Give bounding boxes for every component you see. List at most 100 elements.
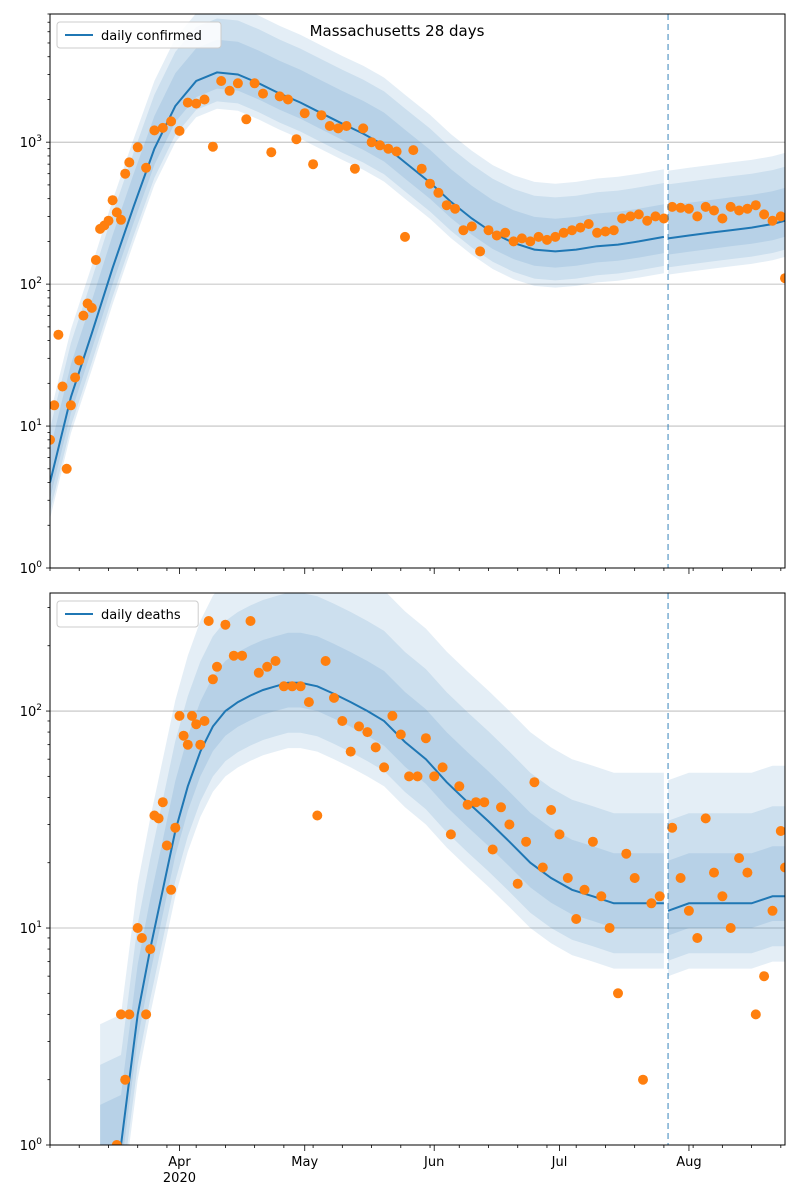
data-point [675,202,686,213]
data-point [479,797,490,808]
data-point [124,157,135,168]
data-point [558,227,569,238]
data-point [324,121,335,131]
data-point [571,914,582,924]
data-point [667,822,678,833]
data-point [53,329,64,340]
data-point [683,203,694,214]
data-point [717,213,728,224]
data-point [141,1009,152,1020]
confidence-band [668,806,785,961]
data-point [174,710,185,721]
x-tick-label: Aug [676,1155,701,1170]
data-point [750,1009,761,1020]
data-point [299,108,310,119]
data-point [166,116,177,127]
data-point [90,255,101,265]
data-point [416,163,427,174]
data-point [212,661,222,672]
y-tick-label: 102 [20,703,42,720]
data-point [759,971,770,982]
data-point [458,225,469,236]
data-point [629,873,640,883]
confidence-band [668,765,785,977]
x-tick-label: Jul [551,1155,568,1170]
data-point [366,137,377,148]
y-tick-label: 101 [20,418,42,435]
series-line [667,895,785,912]
data-point [504,819,515,830]
data-point [554,829,565,840]
data-point [270,656,281,666]
data-point [329,692,339,703]
plot-area [50,14,785,519]
x-tick-label: May [291,1155,318,1170]
data-point [258,88,268,99]
data-point [608,225,619,236]
y-tick-label: 101 [20,920,42,937]
data-point [613,988,623,999]
data-point [103,215,114,226]
data-point [266,147,277,158]
data-point [349,163,360,174]
data-point [303,697,314,708]
data-point [471,797,481,808]
legend-box [56,600,199,628]
data-point [521,836,532,847]
data-point [742,867,753,878]
data-point [667,201,678,212]
data-point [207,141,218,152]
deaths-panel: 100 101 102 Apr 2020 May Jun Jul Aug daily deaths [20,592,786,1186]
data-point [408,145,419,156]
data-point [50,400,60,411]
data-point [583,219,594,229]
data-point [74,355,85,366]
data-point [537,862,548,873]
data-point [441,200,452,211]
data-point [391,146,402,157]
data-point [742,203,753,214]
data-point [725,201,736,212]
data-point [86,302,97,313]
data-point [638,1074,648,1085]
data-point [700,201,711,212]
data-point [354,721,364,732]
y-tick-label: 100 [20,1137,43,1154]
data-point [191,98,202,109]
data-point [429,771,440,782]
data-point [78,310,89,321]
data-point [454,781,465,792]
data-point [220,619,231,630]
data-point [596,891,607,902]
data-point [245,616,256,626]
data-point [57,381,68,392]
data-point [700,813,711,824]
data-point [312,810,323,821]
data-point [546,805,557,815]
data-point [646,898,657,909]
data-point [345,746,356,757]
data-point [199,716,210,726]
data-point [157,797,168,808]
data-point [207,674,218,685]
data-point [287,681,298,692]
data-point [466,221,477,232]
data-point [65,400,76,411]
data-point [395,729,406,740]
data-point [320,656,331,666]
data-point [249,78,260,89]
data-point [491,230,502,241]
data-point [692,211,703,222]
data-point [187,710,197,721]
data-point [445,829,456,840]
data-point [508,236,519,247]
data-point [617,213,628,224]
data-point [621,848,632,859]
data-point [379,762,390,773]
data-point [734,853,745,864]
data-point [50,434,55,445]
data-point [70,372,81,383]
data-point [358,123,369,134]
data-point [136,933,147,943]
data-point [604,923,615,933]
